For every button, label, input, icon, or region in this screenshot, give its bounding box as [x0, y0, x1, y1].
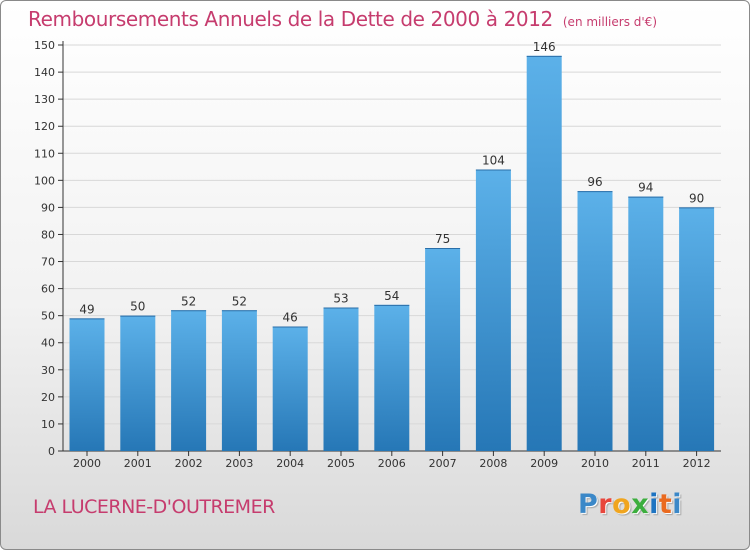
- value-label: 75: [435, 232, 450, 246]
- bar-2002: [171, 310, 207, 451]
- value-label: 146: [533, 40, 556, 54]
- x-tick-label: 2008: [479, 457, 507, 470]
- value-label: 50: [130, 300, 145, 314]
- value-label: 54: [384, 289, 399, 303]
- logo-letter: i: [672, 489, 683, 520]
- x-tick-label: 2003: [225, 457, 253, 470]
- y-tick-label: 40: [41, 337, 55, 350]
- logo-letter: i: [649, 489, 659, 520]
- bar-2010: [577, 191, 613, 451]
- y-tick-label: 70: [41, 256, 55, 269]
- bars: [69, 55, 715, 452]
- value-label: 46: [283, 310, 298, 324]
- x-tick-label: 2012: [683, 457, 711, 470]
- x-tick-label: 2000: [73, 457, 101, 470]
- y-tick-label: 90: [41, 201, 55, 214]
- commune-name: LA LUCERNE-D'OUTREMER: [33, 496, 275, 518]
- logo-letter: o: [612, 489, 632, 520]
- x-tick-label: 2006: [378, 457, 406, 470]
- logo-letter: P: [578, 489, 599, 520]
- logo-letter: r: [598, 489, 613, 520]
- bar-2011: [628, 196, 664, 451]
- chart-title: Remboursements Annuels de la Dette de 20…: [28, 7, 657, 31]
- value-label: 104: [482, 154, 505, 168]
- x-tick-label: 2002: [175, 457, 203, 470]
- bar-2005: [323, 307, 359, 451]
- value-label: 90: [689, 191, 704, 205]
- y-tick-label: 10: [41, 418, 55, 431]
- labels: 2000 49 2001 50 2002 52 2003 52 2004 46 2005 53 2006…: [73, 40, 711, 470]
- x-tick-label: 2005: [327, 457, 355, 470]
- bar-2009: [526, 55, 562, 452]
- bar-2012: [679, 207, 715, 451]
- x-tick-label: 2009: [530, 457, 558, 470]
- bar-2000: [69, 318, 105, 451]
- chart-title-main: Remboursements Annuels de la Dette de 20…: [28, 7, 553, 31]
- y-tick-label: 80: [41, 228, 55, 241]
- y-tick-label: 20: [41, 391, 55, 404]
- value-label: 94: [638, 181, 653, 195]
- x-tick-label: 2010: [581, 457, 609, 470]
- axes: 0 10 20 30 40 50 60 70 80 90 100 110 120 130 140 150: [34, 39, 721, 458]
- y-tick-label: 100: [34, 174, 55, 187]
- value-label: 53: [333, 292, 348, 306]
- value-label: 49: [79, 302, 94, 316]
- value-label: 52: [181, 294, 196, 308]
- y-tick-label: 0: [48, 445, 55, 458]
- y-tick-label: 30: [41, 364, 55, 377]
- y-tick-label: 150: [34, 39, 55, 52]
- x-tick-label: 2004: [276, 457, 304, 470]
- bar-2006: [374, 304, 410, 451]
- bar-2008: [475, 169, 511, 452]
- x-tick-label: 2007: [429, 457, 457, 470]
- value-label: 96: [587, 175, 602, 189]
- bar-2003: [221, 310, 257, 451]
- bar-2004: [272, 326, 308, 451]
- y-tick-label: 140: [34, 66, 55, 79]
- x-tick-label: 2011: [632, 457, 660, 470]
- x-tick-label: 2001: [124, 457, 152, 470]
- bar-2001: [120, 315, 156, 451]
- y-tick-label: 60: [41, 283, 55, 296]
- logo-letter: x: [631, 489, 650, 520]
- logo-letter: t: [658, 489, 673, 520]
- value-label: 52: [232, 294, 247, 308]
- bar-2007: [425, 248, 461, 451]
- y-tick-label: 50: [41, 310, 55, 323]
- proxiti-logo[interactable]: Proxiti: [578, 489, 682, 520]
- y-tick-label: 130: [34, 93, 55, 106]
- y-tick-label: 110: [34, 147, 55, 160]
- y-tick-label: 120: [34, 120, 55, 133]
- chart-title-unit: (en milliers d'€): [562, 15, 657, 29]
